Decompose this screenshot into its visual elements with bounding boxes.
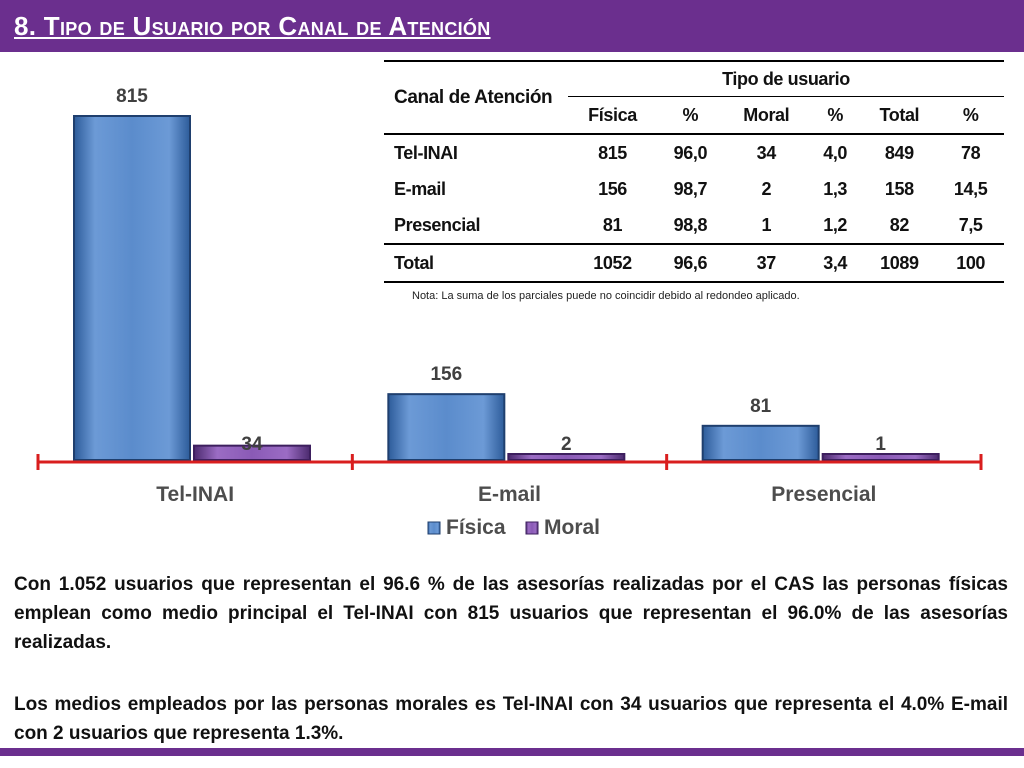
- legend-label-moral: Moral: [544, 516, 600, 539]
- column-header: %: [808, 96, 862, 134]
- table-cell: 1,3: [823, 178, 848, 199]
- table-cell: 96,0: [673, 142, 708, 163]
- column-header: Física: [568, 96, 657, 134]
- legend-swatch-moral: [525, 521, 539, 535]
- table-cell: 2: [761, 178, 772, 199]
- table-cell: 7,5: [958, 214, 983, 235]
- row-label: E-mail: [394, 178, 446, 199]
- table-total-row: Total 1052 96,6 37 3,4 1089 100: [384, 244, 1004, 282]
- legend-label-fisica: Física: [446, 516, 506, 539]
- table-cell: 34: [756, 142, 777, 163]
- bar-value-label: 1: [875, 434, 886, 455]
- bar-fisica-presencial: [701, 424, 820, 461]
- row-label: Tel-INAI: [394, 142, 458, 163]
- footer-bar: [0, 748, 1024, 756]
- data-table: Canal de Atención Tipo de usuario Física…: [384, 60, 1004, 283]
- table-cell: 37: [756, 252, 777, 273]
- bar-moral-presencial: [821, 453, 940, 461]
- table-cell: 1089: [880, 252, 919, 273]
- column-header: %: [937, 96, 1004, 134]
- bar-value-label: 81: [750, 396, 772, 417]
- bar-fisica-e-mail: [387, 393, 506, 461]
- table-cell: 98,7: [673, 178, 708, 199]
- table-subheader-row: Física % Moral % Total %: [384, 96, 1004, 134]
- table-cell: 100: [956, 252, 986, 273]
- column-header: Total: [861, 96, 938, 134]
- table-cell: 3,4: [823, 252, 848, 273]
- legend-swatch-fisica: [427, 521, 441, 535]
- summary-paragraph: Con 1.052 usuarios que representan el 96…: [14, 574, 1008, 653]
- group-header: Tipo de usuario: [722, 68, 850, 89]
- summary-paragraph: Los medios empleados por las personas mo…: [14, 694, 1008, 744]
- table-cell: 849: [884, 142, 914, 163]
- table-cell: 1: [761, 214, 772, 235]
- column-header: %: [657, 96, 724, 134]
- table-cell: 81: [602, 214, 623, 235]
- bar-fisica-tel-inai: [73, 115, 191, 461]
- table-row: Tel-INAI 815 96,0 34 4,0 849 78: [384, 134, 1004, 171]
- bar-value-label: 34: [241, 434, 263, 455]
- canal-header: Canal de Atención: [394, 86, 553, 108]
- table-cell: 1,2: [823, 214, 848, 235]
- table-cell: 96,6: [673, 252, 708, 273]
- row-label: Presencial: [394, 214, 481, 235]
- category-label: E-mail: [478, 483, 541, 506]
- bar-chart: 815 34 Tel-INAI 156 2 E-mail 81 1 Presencial Fís…: [36, 86, 983, 539]
- table-row: E-mail 156 98,7 2 1,3 158 14,5: [384, 171, 1004, 207]
- bar-moral-tel-inai: [193, 444, 311, 461]
- table-cell: 158: [884, 178, 914, 199]
- table-cell: 82: [889, 214, 910, 235]
- table-cell: 1052: [593, 252, 632, 273]
- page-title: 8. Tipo de Usuario por Canal de Atención: [14, 11, 491, 41]
- category-label: Tel-INAI: [156, 483, 234, 506]
- row-label: Total: [394, 252, 434, 273]
- title-bar: 8. Tipo de Usuario por Canal de Atención: [0, 0, 1024, 52]
- table-row: Presencial 81 98,8 1 1,2 82 7,5: [384, 207, 1004, 244]
- table-cell: 98,8: [673, 214, 708, 235]
- bar-value-label: 815: [116, 86, 148, 107]
- bar-value-label: 156: [430, 364, 462, 385]
- column-header: Moral: [723, 96, 809, 134]
- table-cell: 156: [598, 178, 627, 199]
- category-label: Presencial: [771, 483, 876, 506]
- table-note: Nota: La suma de los parciales puede no …: [412, 290, 800, 302]
- bar-value-label: 2: [561, 434, 572, 455]
- bar-moral-e-mail: [507, 453, 626, 461]
- table-header-row: Canal de Atención Tipo de usuario: [384, 61, 1004, 108]
- table-cell: 4,0: [823, 142, 848, 163]
- table-cell: 78: [961, 142, 981, 163]
- table-cell: 14,5: [953, 178, 988, 199]
- table-cell: 815: [598, 142, 627, 163]
